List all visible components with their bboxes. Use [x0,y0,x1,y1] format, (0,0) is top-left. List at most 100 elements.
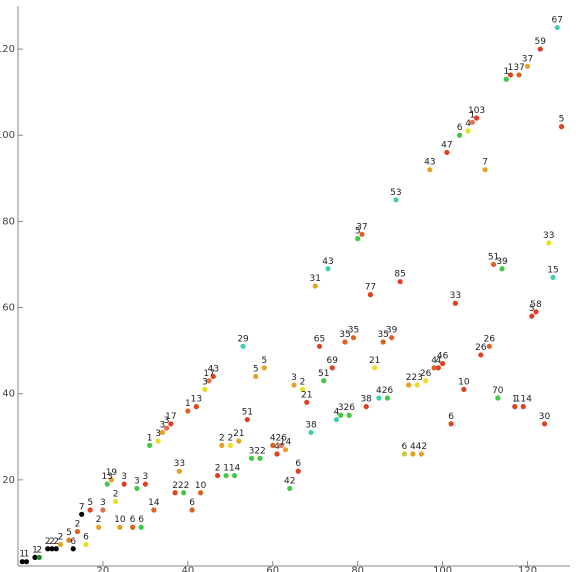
data-point [312,283,318,289]
data-point-label: 5 [66,528,72,538]
data-point [185,408,191,414]
data-point-label: 103 [468,106,485,116]
data-point-label: 114 [515,395,532,405]
data-point-label: 10 [114,515,126,525]
data-point-label: 43 [424,158,435,168]
data-point [414,382,420,388]
data-point [490,261,497,268]
data-point-label: 22 [178,481,189,491]
data-point [248,455,255,461]
data-point [193,404,199,410]
data-point [346,412,352,418]
data-point-label: 47 [441,140,452,150]
data-point-label: 17 [165,412,176,422]
data-point-label: 15 [547,265,558,275]
data-point [465,128,471,134]
data-point [457,132,463,138]
data-point [427,167,433,173]
data-point-label: 39 [496,257,508,267]
data-point [74,528,81,535]
data-point-label: 30 [539,412,551,422]
data-point [558,124,565,130]
data-point-label: 26 [382,386,394,396]
data-point [253,373,259,380]
data-point-label: 1 [223,464,229,474]
data-point [32,554,38,560]
data-point-label: 3 [291,373,297,383]
data-point-label: 37 [356,222,367,232]
data-point [316,343,323,349]
data-point-label: 13 [191,395,202,405]
data-point [499,266,505,272]
y-tick-label: 120 [0,44,15,55]
data-point-label: 2 [58,532,64,542]
y-tick-label: 100 [0,130,15,141]
data-point [452,300,458,306]
data-point-label: 2 [49,537,55,547]
data-point-label: 43 [322,257,333,267]
x-tick-label: 40 [181,565,194,572]
data-point-label: 2 [219,433,225,443]
data-point [363,404,369,410]
data-point [49,546,55,552]
data-point [202,386,208,392]
data-point-label: 58 [530,300,542,310]
x-tick-label: 100 [433,565,452,572]
data-point-label: 33 [543,231,554,241]
data-point [338,412,344,418]
data-point-label: 2 [227,433,233,443]
data-point-label: 5 [87,498,93,508]
data-point [117,524,123,530]
data-point [418,451,424,457]
data-point-label: 7 [79,502,85,512]
data-point-label: 1 [512,395,518,405]
data-point [257,455,263,461]
data-point [278,442,284,448]
data-point-label: 3 [100,498,106,508]
data-point-label: 85 [394,270,405,280]
data-point-label: 2 [300,377,306,387]
data-point-label: 26 [343,403,355,413]
data-point-label: 5 [253,364,259,374]
data-point [533,309,539,315]
data-point-label: 10 [458,377,470,387]
data-point-label: 2 [96,515,102,525]
x-tick-label: 60 [266,565,279,572]
data-point [482,167,488,173]
data-point [274,451,280,457]
data-point [469,119,475,125]
data-point [431,365,437,371]
y-ticks: 20 40 60 80 100 120 [0,44,23,486]
data-point [478,352,484,358]
data-point [321,378,327,384]
data-point-label: 1 [147,433,153,443]
data-point-label: 4 [431,356,437,366]
data-point [541,421,548,427]
data-point-label: 4 [334,408,340,418]
data-point [554,24,560,31]
data-point [448,421,454,427]
x-ticks: 20 40 60 80 100 120 [97,561,537,572]
data-point-label: 3 [155,429,161,439]
data-point [397,279,403,285]
data-point-label: 19 [106,468,118,478]
data-point-label: 59 [535,37,547,47]
data-point-label: 35 [339,330,350,340]
data-point [36,554,42,560]
data-point [282,447,289,453]
data-point [516,72,522,78]
data-point [440,360,446,367]
data-point-label: 6 [457,123,463,133]
data-point-label: 7 [482,158,488,168]
data-point [176,468,182,474]
data-point [304,399,310,405]
data-point-label: 6 [189,498,195,508]
data-point-label: 51 [242,408,253,418]
data-point-label: 2 [172,481,178,491]
data-point-label: 2 [36,545,42,555]
data-point [503,76,509,82]
data-point [529,313,535,319]
data-point [219,442,225,448]
data-point [231,472,238,479]
